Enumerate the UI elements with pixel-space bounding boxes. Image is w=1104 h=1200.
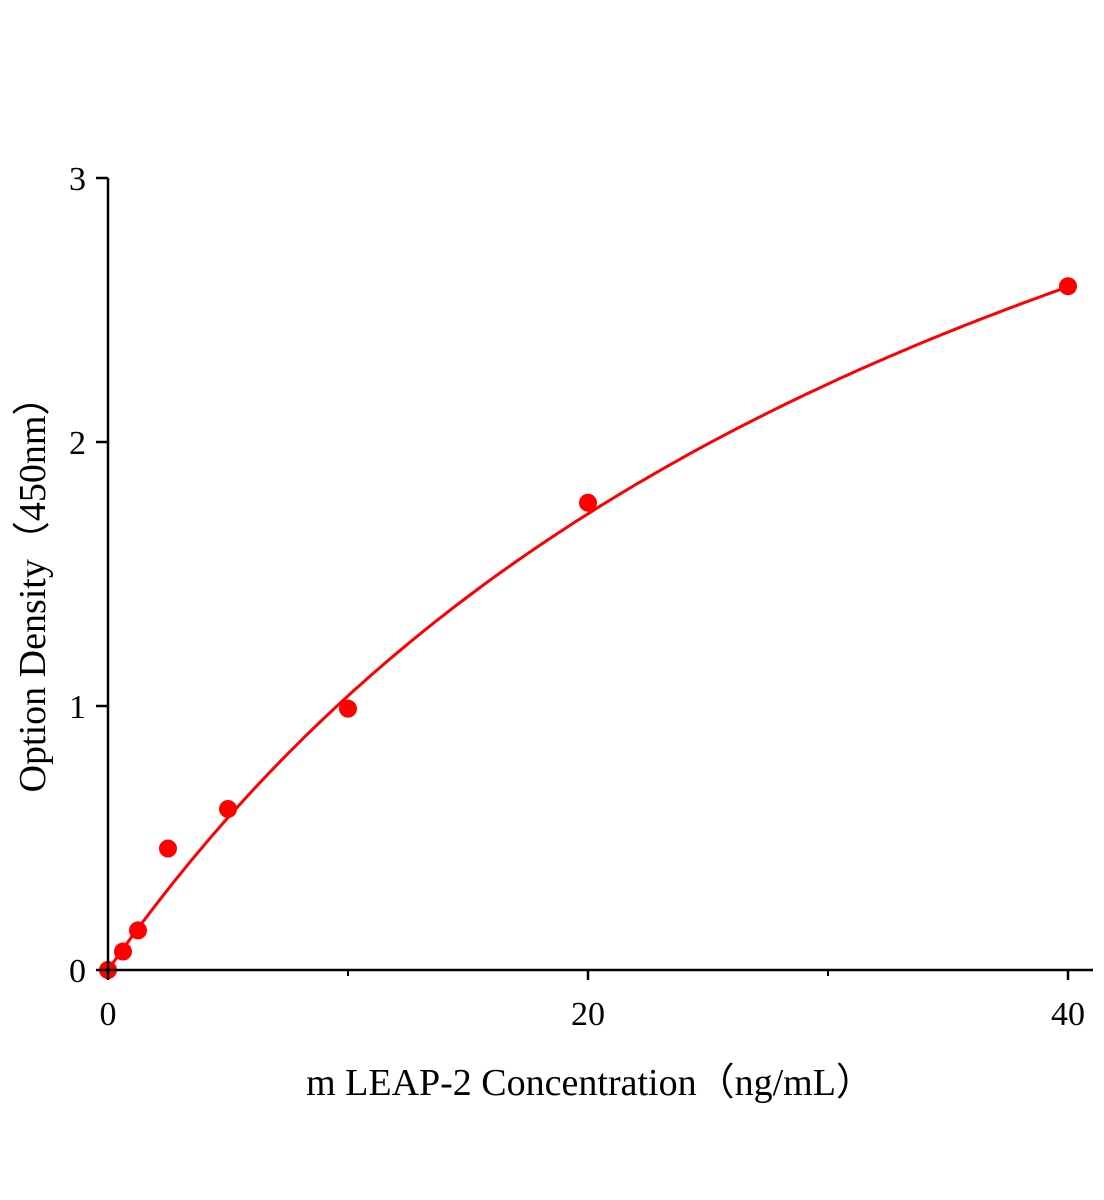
data-point [129, 921, 147, 940]
data-point [114, 942, 132, 961]
y-tick-label: 2 [69, 425, 86, 462]
data-point [1059, 277, 1077, 296]
data-points-layer [99, 277, 1077, 979]
y-tick-label: 1 [69, 689, 86, 726]
y-tick-label: 3 [69, 161, 86, 198]
data-point [219, 799, 237, 818]
fit-curve-layer [106, 285, 1069, 971]
axes-layer: 0 20 40 0 1 2 3 [69, 161, 1093, 1033]
data-point [579, 493, 597, 512]
data-point [339, 699, 357, 718]
fit-curve [106, 285, 1069, 971]
x-tick-label: 0 [100, 996, 117, 1033]
x-axis-label: m LEAP-2 Concentration（ng/mL） [306, 1062, 874, 1104]
y-axis-label: Option Density（450nm） [12, 378, 54, 793]
data-point [159, 839, 177, 858]
x-tick-label: 20 [571, 996, 605, 1033]
x-tick-label: 40 [1051, 996, 1085, 1033]
y-tick-label: 0 [69, 953, 86, 990]
